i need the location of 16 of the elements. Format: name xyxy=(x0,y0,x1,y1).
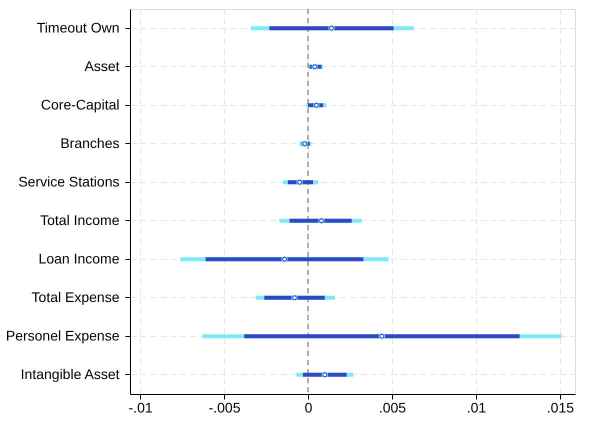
y-tick-label: Total Income xyxy=(40,212,120,228)
x-tick-label: .005 xyxy=(378,400,406,416)
y-tick-label: Personel Expense xyxy=(6,327,120,344)
y-tick-label: Core-Capital xyxy=(40,96,120,112)
x-tick-label: .015 xyxy=(546,400,574,416)
x-tick-label: -.005 xyxy=(208,400,241,416)
x-tick-label: .01 xyxy=(466,400,486,416)
y-tick-label: Total Expense xyxy=(32,288,120,305)
y-tick-label: Branches xyxy=(60,134,120,151)
y-tick-label: Loan Income xyxy=(38,250,120,266)
y-tick-label: Intangible Asset xyxy=(20,366,120,382)
y-tick-label: Service Stations xyxy=(18,173,120,190)
y-tick-label: Asset xyxy=(84,58,120,74)
x-tick-label: -.01 xyxy=(128,400,153,416)
x-tick-label: 0 xyxy=(304,400,313,416)
y-tick-label: Timeout Own xyxy=(36,19,120,36)
